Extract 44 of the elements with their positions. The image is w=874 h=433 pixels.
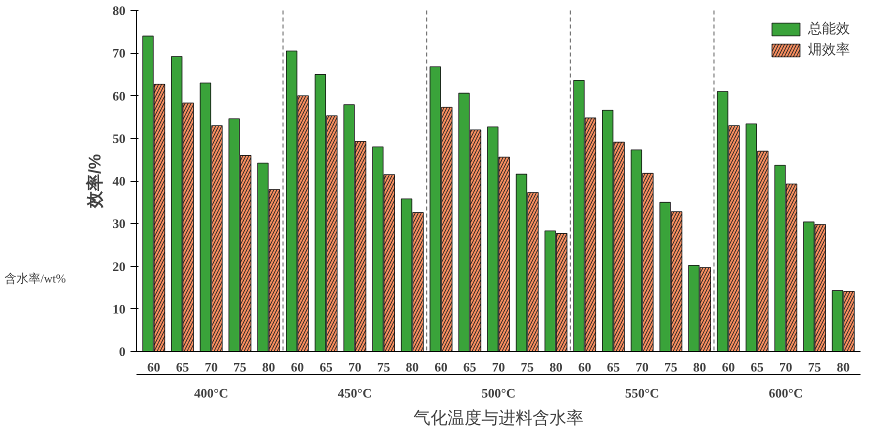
x-tick-label: 75 — [377, 360, 391, 374]
y-tick-label: 40 — [112, 174, 126, 188]
text: 含水率/wt% — [4, 272, 66, 286]
x-tick-label: 60 — [147, 360, 160, 374]
y-tick-label: 80 — [112, 3, 126, 18]
text: 450°C — [338, 386, 372, 400]
y-tick-label: 20 — [112, 258, 126, 274]
x-axis-title: 气化温度与进料含水率 — [414, 408, 584, 428]
x-tick-label: 60 — [722, 360, 735, 374]
x-tick-label: 70 — [348, 360, 362, 374]
x-tick-label: 80 — [836, 360, 850, 374]
text: 550°C — [625, 386, 660, 400]
y-tick-label: 30 — [112, 216, 126, 232]
x-tick-label: 75 — [520, 360, 534, 374]
y-tick-label: 0 — [119, 344, 126, 359]
x-tick-label: 75 — [233, 360, 247, 374]
text: 500°C — [481, 386, 516, 400]
x-tick-label: 70 — [779, 360, 792, 374]
x-tick-label: 60 — [434, 360, 448, 374]
x-tick-label: 70 — [636, 360, 649, 374]
y-tick-label: 10 — [112, 301, 126, 316]
text: 400°C — [194, 386, 228, 400]
y-tick-label: 60 — [112, 88, 126, 104]
x-tick-label: 75 — [664, 360, 678, 374]
y-tick-label: 70 — [112, 46, 126, 61]
x-tick-label: 80 — [262, 360, 276, 374]
x-tick-label: 70 — [204, 360, 218, 374]
x-tick-label: 80 — [406, 360, 419, 374]
x-tick-label: 65 — [320, 360, 334, 374]
x-tick-label: 65 — [606, 360, 620, 374]
x-tick-label: 60 — [290, 360, 304, 374]
legend-label: 㶲效率 — [808, 41, 850, 59]
y-axis-title: 效率/% — [86, 154, 104, 209]
x-tick-label: 70 — [492, 360, 505, 374]
y-tick-label: 50 — [112, 130, 126, 146]
x-tick-label: 80 — [693, 360, 706, 374]
x-tick-label: 80 — [549, 360, 562, 374]
x-tick-label: 60 — [578, 360, 592, 374]
x-tick-label: 65 — [750, 360, 764, 374]
x-tick-label: 65 — [176, 360, 190, 374]
legend-label: 总能效 — [808, 20, 850, 38]
x-tick-label: 65 — [463, 360, 477, 374]
text: 600°C — [768, 386, 803, 400]
x-tick-label: 75 — [808, 360, 822, 374]
